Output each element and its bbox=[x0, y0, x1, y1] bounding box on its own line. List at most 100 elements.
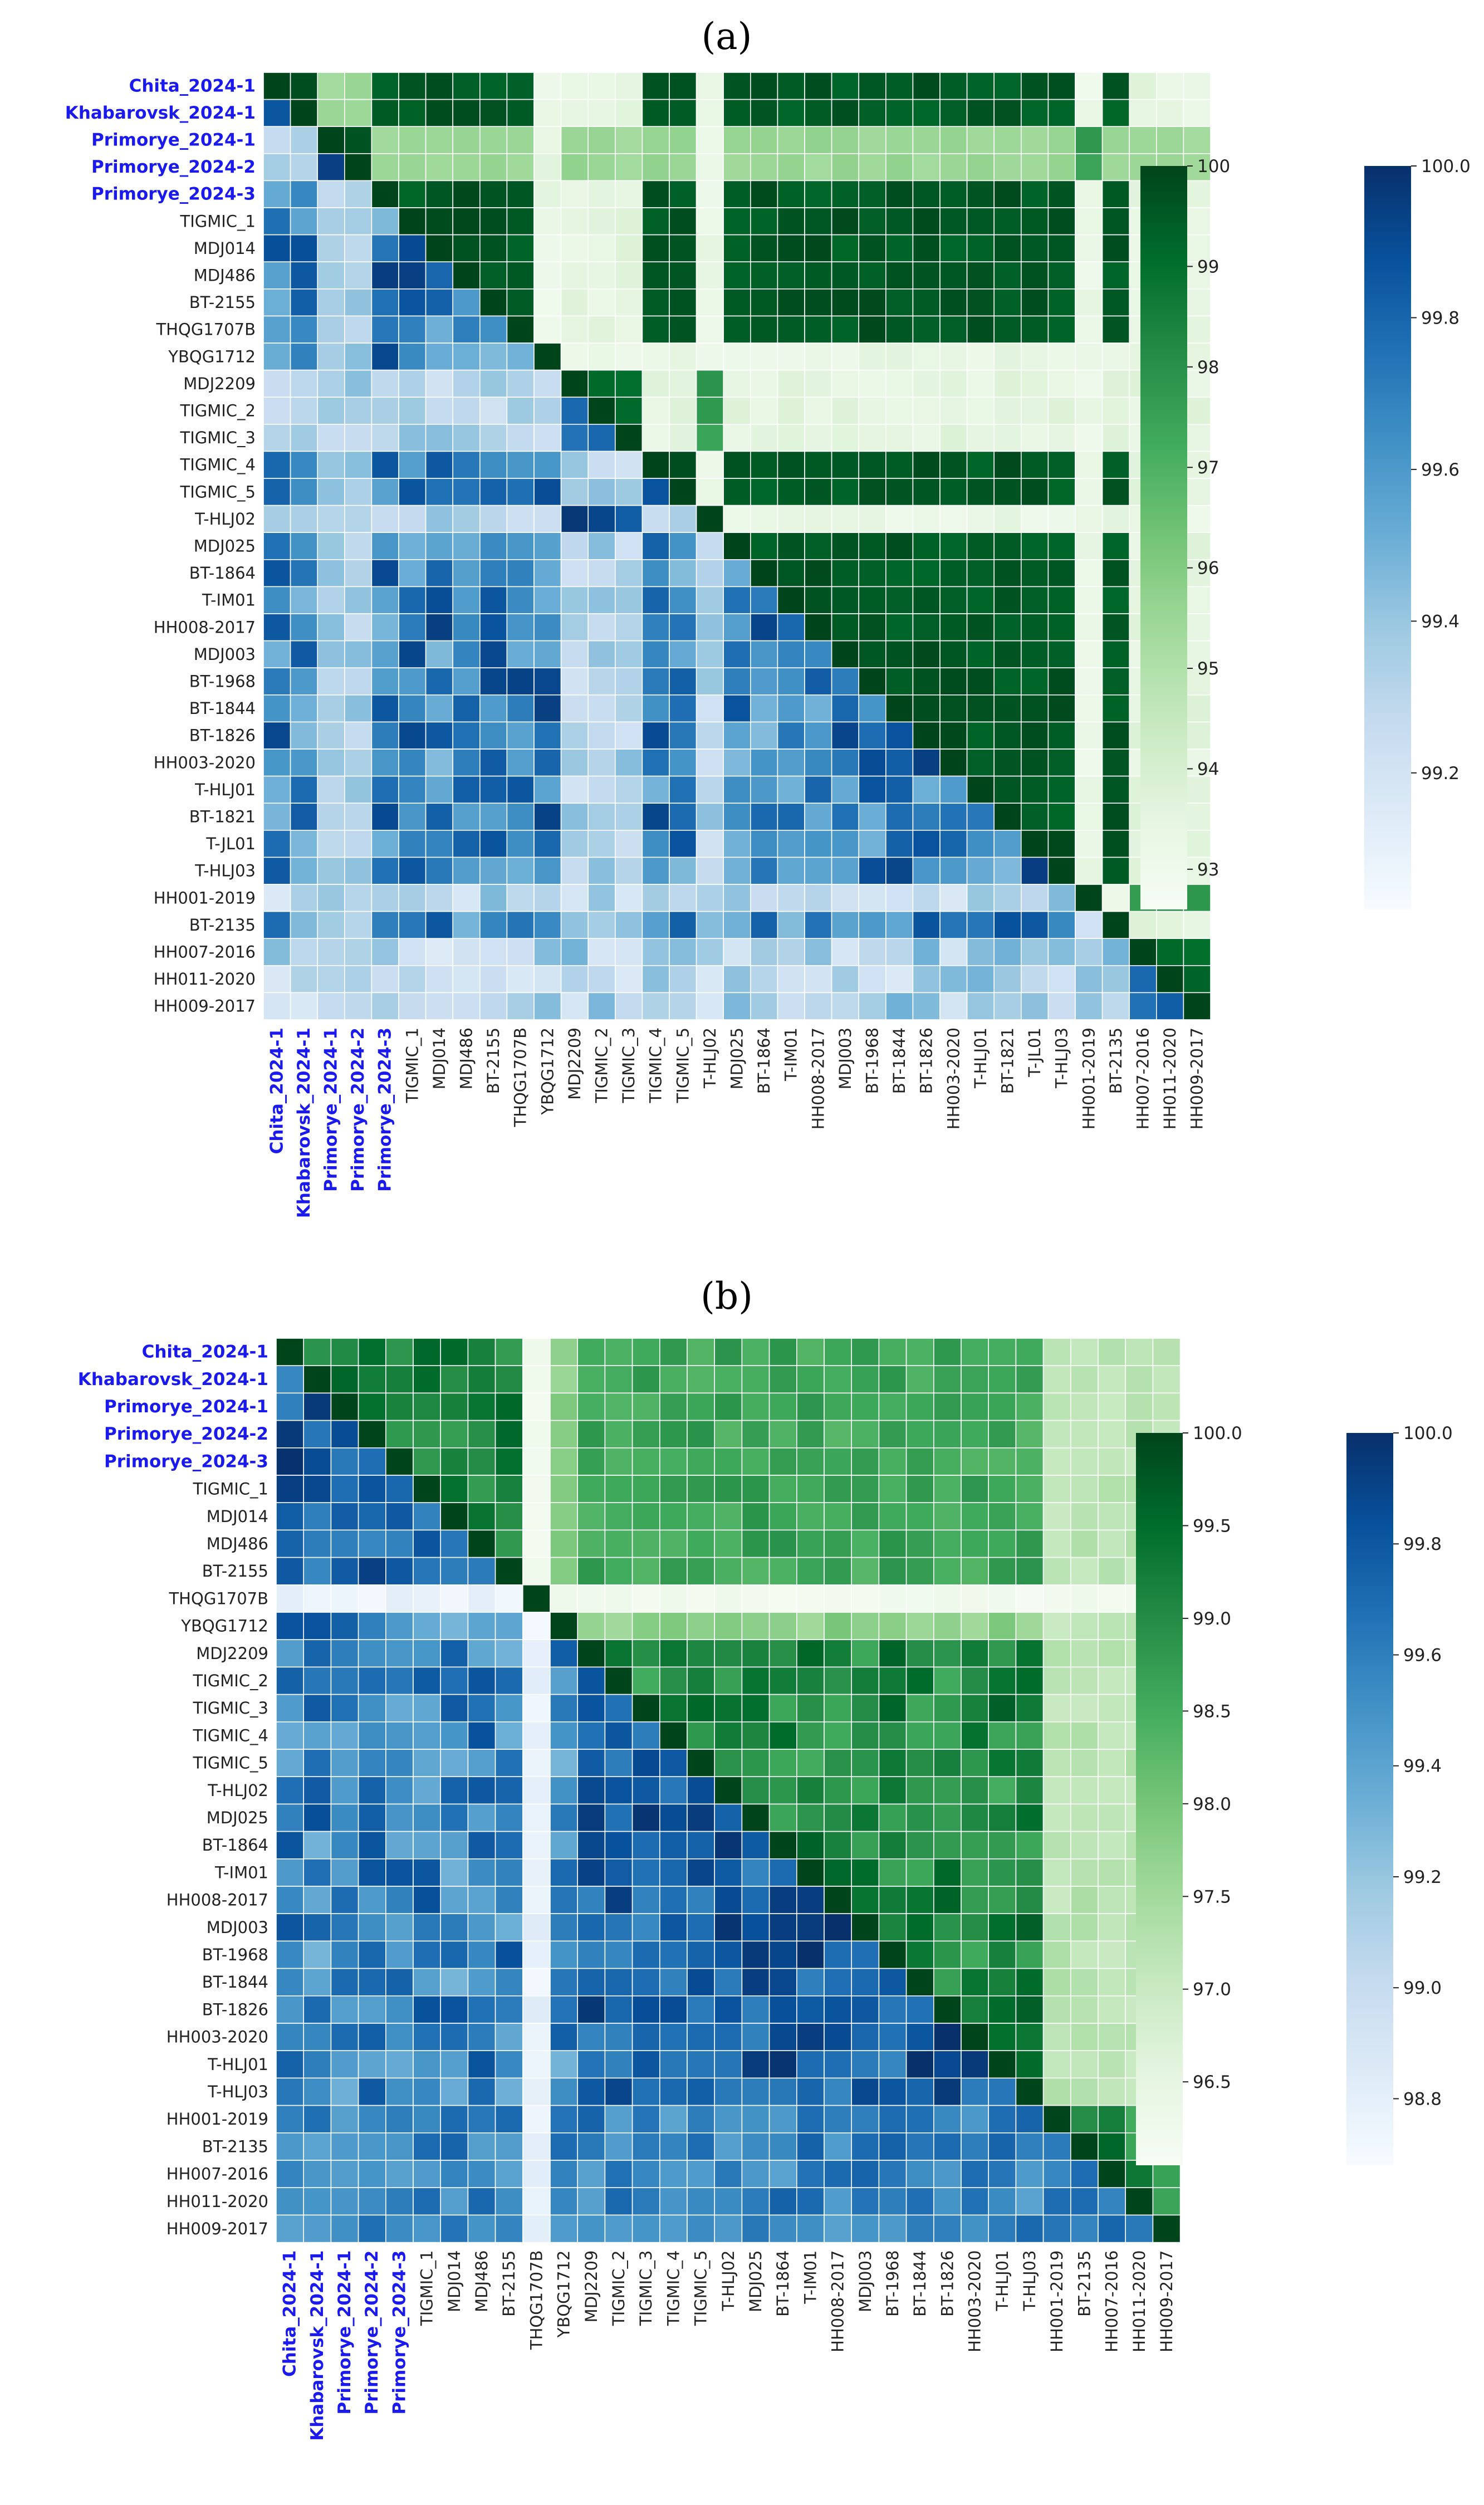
heatmap-cell bbox=[533, 207, 562, 236]
row-label: YBQG1712 bbox=[168, 347, 256, 366]
heatmap-cell bbox=[905, 1392, 934, 1421]
heatmap-cell bbox=[522, 1858, 551, 1887]
heatmap-cell bbox=[858, 99, 887, 128]
heatmap-cell bbox=[912, 586, 941, 614]
heatmap-cell bbox=[1047, 532, 1076, 560]
heatmap-cell bbox=[687, 1858, 716, 1887]
heatmap-cell bbox=[587, 288, 616, 317]
heatmap-cell bbox=[276, 1529, 305, 1558]
heatmap-cell bbox=[641, 830, 670, 858]
heatmap-cell bbox=[494, 1557, 523, 1586]
colorbar-gradient bbox=[1136, 1433, 1183, 2165]
heatmap-cell bbox=[939, 694, 968, 723]
heatmap-cell bbox=[961, 2023, 990, 2052]
heatmap-cell bbox=[714, 1940, 743, 1969]
heatmap-cell bbox=[290, 397, 318, 425]
heatmap-cell bbox=[522, 1968, 551, 1997]
heatmap-cell bbox=[659, 1529, 688, 1558]
heatmap-cell bbox=[1101, 532, 1130, 560]
heatmap-cell bbox=[885, 775, 914, 804]
column-label: Khabarovsk_2024-1 bbox=[307, 2250, 327, 2441]
heatmap-cell bbox=[385, 1831, 414, 1860]
heatmap-cell bbox=[687, 1968, 716, 1997]
heatmap-cell bbox=[1047, 748, 1076, 777]
heatmap-cell bbox=[777, 857, 805, 885]
heatmap-cell bbox=[303, 1584, 332, 1613]
heatmap-cell bbox=[804, 721, 832, 750]
heatmap-cell bbox=[560, 315, 589, 344]
heatmap-cell bbox=[615, 451, 643, 479]
heatmap-cell bbox=[988, 2077, 1017, 2106]
heatmap-cell bbox=[1042, 1475, 1071, 1504]
heatmap-cell bbox=[1101, 369, 1130, 398]
heatmap-cell bbox=[723, 423, 751, 452]
heatmap-cell bbox=[440, 2077, 469, 2106]
heatmap-cell bbox=[413, 1557, 442, 1586]
heatmap-cell bbox=[659, 2050, 688, 2079]
heatmap-cell bbox=[344, 478, 373, 506]
heatmap-cell bbox=[1047, 640, 1076, 668]
heatmap-cell bbox=[687, 2187, 716, 2216]
heatmap-cell bbox=[631, 1529, 660, 1558]
heatmap-cell bbox=[831, 938, 859, 966]
heatmap-cell bbox=[851, 1968, 880, 1997]
heatmap-cell bbox=[467, 1776, 496, 1805]
heatmap-cell bbox=[330, 1913, 359, 1942]
heatmap-cell bbox=[631, 1831, 660, 1860]
heatmap-cell bbox=[357, 2187, 386, 2216]
colorbar-tick-label: 99.0 bbox=[1193, 1609, 1231, 1629]
colorbar-tick-label: 99 bbox=[1197, 257, 1219, 277]
heatmap-cell bbox=[723, 153, 751, 182]
heatmap-cell bbox=[933, 1721, 962, 1750]
heatmap-cell bbox=[659, 1886, 688, 1915]
heatmap-cell bbox=[723, 803, 751, 831]
heatmap-cell bbox=[939, 207, 968, 236]
heatmap-cell bbox=[533, 234, 562, 263]
heatmap-cell bbox=[723, 857, 751, 885]
heatmap-cell bbox=[933, 1365, 962, 1394]
heatmap-cell bbox=[641, 721, 670, 750]
heatmap-cell bbox=[831, 857, 859, 885]
heatmap-cell bbox=[317, 315, 345, 344]
heatmap-cell bbox=[988, 1776, 1017, 1805]
heatmap-cell bbox=[777, 559, 805, 588]
heatmap-cell bbox=[371, 748, 399, 777]
heatmap-cell bbox=[1183, 640, 1211, 668]
heatmap-cell bbox=[659, 1584, 688, 1613]
heatmap-cell bbox=[413, 1666, 442, 1695]
heatmap-cell bbox=[631, 1776, 660, 1805]
heatmap-cell bbox=[1075, 748, 1103, 777]
heatmap-cell bbox=[796, 2214, 825, 2243]
heatmap-cell bbox=[1070, 1940, 1099, 1969]
heatmap-cell bbox=[885, 343, 914, 371]
heatmap-cell bbox=[831, 126, 859, 154]
heatmap-cell bbox=[317, 343, 345, 371]
heatmap-cell bbox=[1075, 369, 1103, 398]
colorbar-tick-label: 94 bbox=[1197, 759, 1219, 779]
heatmap-cell bbox=[615, 72, 643, 100]
heatmap-cell bbox=[276, 2023, 305, 2052]
heatmap-cell bbox=[912, 397, 941, 425]
heatmap-cell bbox=[824, 1447, 853, 1476]
heatmap-cell bbox=[413, 1338, 442, 1367]
heatmap-cell bbox=[1070, 1831, 1099, 1860]
heatmap-cell bbox=[824, 1831, 853, 1860]
heatmap-cell bbox=[440, 2050, 469, 2079]
heatmap-cell bbox=[631, 2105, 660, 2134]
heatmap-cell bbox=[440, 1392, 469, 1421]
column-label: T-IM01 bbox=[801, 2250, 820, 2305]
heatmap-cell bbox=[506, 72, 535, 100]
heatmap-cell bbox=[858, 126, 887, 154]
heatmap-cell bbox=[988, 1803, 1017, 1832]
heatmap-cell bbox=[993, 451, 1022, 479]
heatmap-cell bbox=[905, 1338, 934, 1367]
heatmap-cell bbox=[467, 1913, 496, 1942]
heatmap-cell bbox=[357, 2050, 386, 2079]
heatmap-cell bbox=[506, 207, 535, 236]
heatmap-cell bbox=[385, 1447, 414, 1476]
heatmap-cell bbox=[330, 1749, 359, 1778]
colorbar-tick-label: 100.0 bbox=[1193, 1423, 1242, 1444]
heatmap-cell bbox=[290, 478, 318, 506]
heatmap-cell bbox=[1129, 938, 1157, 966]
